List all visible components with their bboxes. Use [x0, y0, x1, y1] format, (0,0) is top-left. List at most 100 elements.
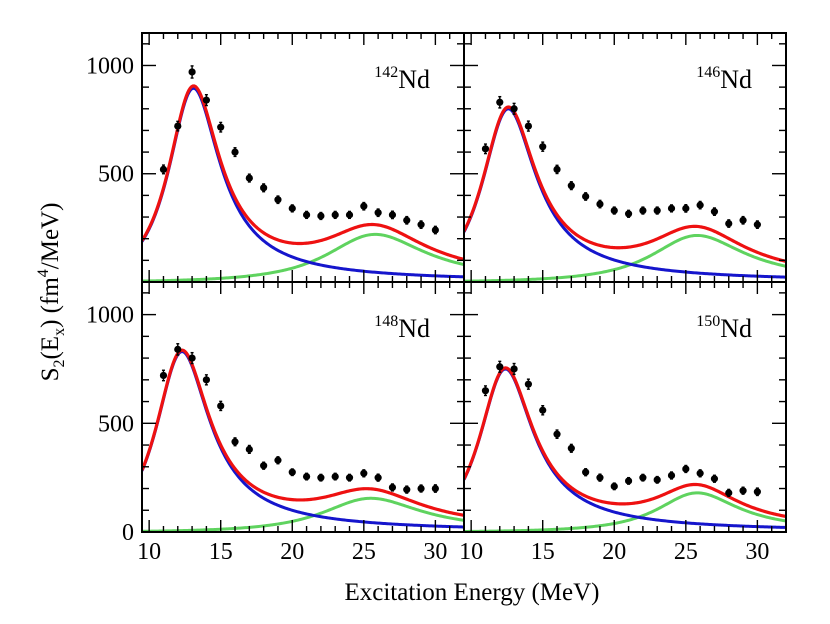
data-point [417, 221, 424, 228]
data-point [317, 474, 324, 481]
data-point [174, 346, 181, 353]
data-point [639, 474, 646, 481]
data-point [432, 226, 439, 233]
data-point [739, 487, 746, 494]
data-point [246, 446, 253, 453]
x-tick-label: 30 [745, 539, 769, 565]
isotope-element: Nd [720, 314, 752, 343]
y-axis-title-mid: ) (fm [37, 277, 64, 328]
data-point [403, 217, 410, 224]
data-point [231, 438, 238, 445]
data-point [346, 211, 353, 218]
data-point [274, 457, 281, 464]
data-point [217, 124, 224, 131]
y-axis-title-subx: x [51, 328, 68, 336]
isotope-label: 150Nd [696, 313, 752, 343]
data-point [346, 474, 353, 481]
data-point [539, 407, 546, 414]
data-point [217, 402, 224, 409]
isotope-mass: 148 [374, 313, 398, 330]
data-point [260, 462, 267, 469]
isotope-element: Nd [720, 65, 752, 94]
isotope-label: 148Nd [374, 313, 430, 343]
data-point [260, 184, 267, 191]
total-fit-curve [142, 350, 464, 515]
data-point [317, 212, 324, 219]
data-point [596, 474, 603, 481]
data-point [725, 220, 732, 227]
total-fit-curve [464, 368, 786, 517]
data-point [582, 193, 589, 200]
x-tick-label: 25 [352, 539, 376, 565]
data-point [553, 431, 560, 438]
isotope-label: 146Nd [696, 64, 752, 94]
panel-2 [142, 344, 464, 532]
data-point [246, 174, 253, 181]
data-point [188, 68, 195, 75]
y-tick-label: 500 [98, 162, 134, 188]
data-point [525, 381, 532, 388]
isotope-element: Nd [398, 314, 430, 343]
panel-1 [464, 97, 786, 282]
data-point [274, 196, 281, 203]
y-tick-label: 1000 [86, 303, 134, 329]
x-tick-label: 15 [531, 539, 555, 565]
data-point [697, 202, 704, 209]
data-point [303, 211, 310, 218]
data-point [711, 475, 718, 482]
data-point [332, 211, 339, 218]
data-point [754, 488, 761, 495]
y-axis-title-close: /MeV) [37, 203, 64, 270]
data-point [496, 363, 503, 370]
x-tick-label: 30 [423, 539, 447, 565]
data-point [160, 372, 167, 379]
data-point [496, 99, 503, 106]
y-axis-title-sup4: 4 [35, 269, 52, 277]
data-point [303, 473, 310, 480]
x-tick-label: 15 [209, 539, 233, 565]
y-axis-title: S2(Ex) (fm4/MeV) [35, 203, 68, 382]
data-point [289, 205, 296, 212]
data-point [231, 148, 238, 155]
panel-3 [464, 361, 786, 531]
data-point [682, 205, 689, 212]
data-point [160, 166, 167, 173]
data-point [697, 470, 704, 477]
data-point [754, 221, 761, 228]
data-point [510, 365, 517, 372]
data-point [203, 376, 210, 383]
data-point [596, 200, 603, 207]
data-point [403, 486, 410, 493]
data-point [432, 485, 439, 492]
data-point [203, 97, 210, 104]
data-point [682, 465, 689, 472]
data-point [375, 474, 382, 481]
data-point [611, 483, 618, 490]
data-point [668, 205, 675, 212]
data-point [482, 145, 489, 152]
data-point [654, 207, 661, 214]
data-point [725, 489, 732, 496]
y-axis-title-s: S [37, 368, 64, 382]
total-fit-curve [464, 107, 786, 261]
isotope-mass: 142 [374, 64, 398, 81]
y-tick-label: 1000 [86, 53, 134, 79]
data-point [375, 209, 382, 216]
x-axis-title: Excitation Energy (MeV) [344, 579, 599, 606]
x-tick-label: 20 [602, 539, 626, 565]
y-tick-label: 500 [98, 411, 134, 437]
data-point [389, 211, 396, 218]
total-fit-curve [142, 86, 464, 259]
data-point [332, 473, 339, 480]
lorentzian-1-curve [464, 109, 786, 277]
data-point [639, 207, 646, 214]
data-point [539, 143, 546, 150]
data-point [568, 445, 575, 452]
y-tick-label: 0 [122, 520, 134, 546]
data-point [625, 210, 632, 217]
data-point [625, 477, 632, 484]
data-point [510, 105, 517, 112]
data-point [389, 484, 396, 491]
data-point [360, 470, 367, 477]
isotope-label: 142Nd [374, 64, 430, 94]
